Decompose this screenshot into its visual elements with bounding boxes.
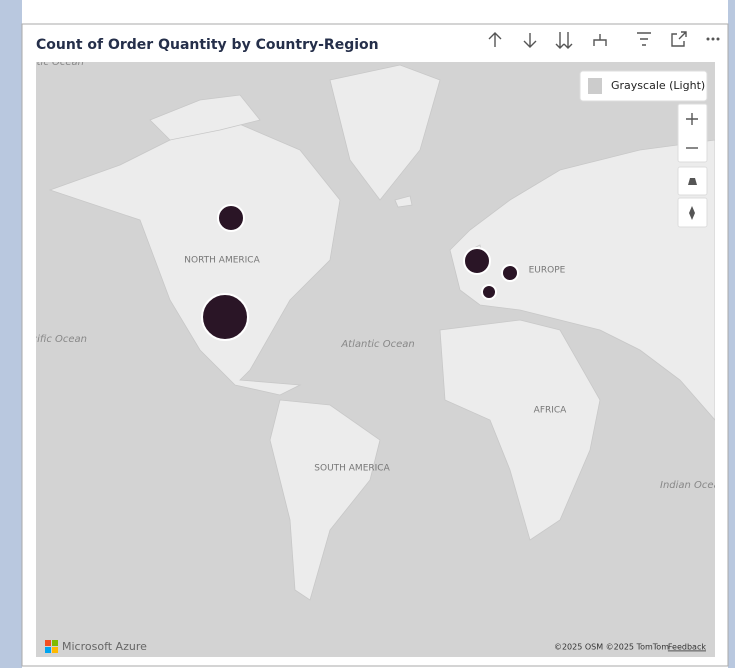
map-controls	[677, 103, 708, 228]
bubble[interactable]	[201, 293, 249, 341]
region-label: NORTH AMERICA	[184, 256, 260, 266]
more-options[interactable]	[706, 37, 720, 41]
ocean-label: Arctic Ocean	[19, 57, 84, 68]
visual-title: Count of Order Quantity by Country-Regio…	[36, 37, 379, 53]
expand-all[interactable]	[555, 32, 573, 49]
drill[interactable]	[593, 34, 607, 46]
logo-text: Microsoft Azure	[62, 640, 147, 653]
style-icon	[588, 78, 602, 94]
region-label: EUROPE	[529, 266, 566, 276]
sort-up[interactable]	[488, 32, 502, 47]
style-picker[interactable]: Grayscale (Light)	[579, 70, 708, 102]
bubble[interactable]	[463, 247, 491, 275]
ocean-label: Indian Ocean	[660, 480, 726, 491]
feedback-link[interactable]: Feedback	[668, 643, 706, 652]
region-label: SOUTH AMERICA	[314, 464, 390, 474]
ocean-label: Atlantic Ocean	[340, 339, 414, 350]
filter[interactable]	[637, 32, 651, 46]
bubble[interactable]	[481, 284, 497, 300]
bubbles	[201, 204, 519, 341]
sort-down[interactable]	[523, 33, 537, 48]
toolbar	[488, 31, 720, 49]
region-label: AFRICA	[534, 406, 568, 416]
copyright: ©2025 OSM ©2025 TomTom	[554, 643, 669, 652]
map[interactable]: NORTH AMERICA EUROPE AFRICA SOUTH AMERIC…	[19, 57, 726, 657]
bubble[interactable]	[217, 204, 245, 232]
side-bg	[0, 0, 22, 668]
side-bg	[728, 0, 735, 668]
zoom-in[interactable]	[686, 113, 698, 125]
ocean-label: Pacific Ocean	[19, 334, 87, 345]
bubble[interactable]	[501, 264, 519, 282]
land	[48, 64, 715, 601]
focus-mode[interactable]	[671, 31, 687, 47]
azure-logo: Microsoft Azure	[45, 640, 147, 653]
style-label: Grayscale (Light)	[611, 79, 705, 92]
